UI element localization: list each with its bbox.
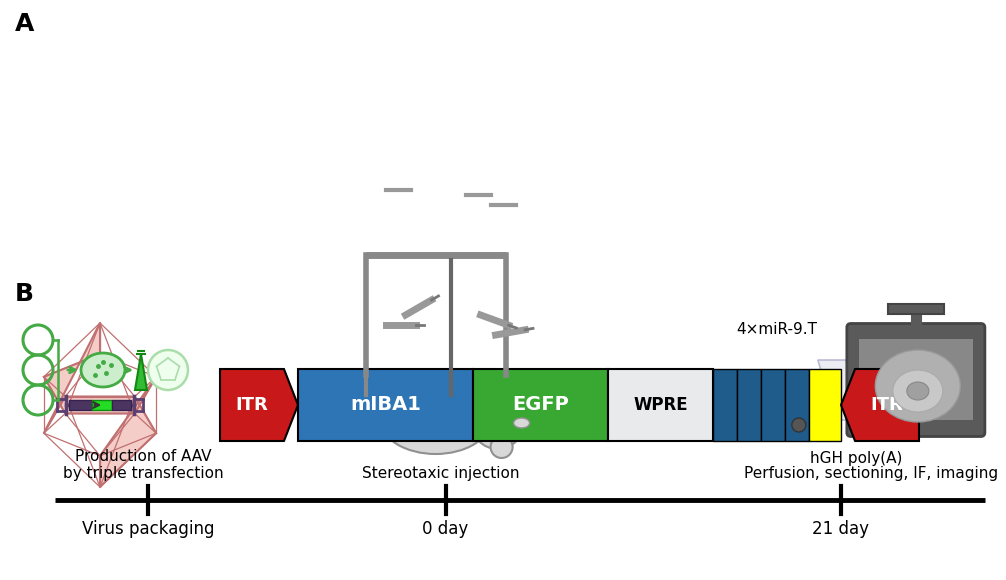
Circle shape — [491, 436, 513, 458]
Ellipse shape — [514, 418, 529, 428]
FancyBboxPatch shape — [113, 400, 131, 409]
Bar — [888, 303, 944, 314]
Bar — [809, 369, 841, 441]
Text: WPRE: WPRE — [633, 396, 688, 414]
Text: Production of AAV
by triple transfection: Production of AAV by triple transfection — [62, 448, 223, 481]
FancyBboxPatch shape — [92, 400, 113, 409]
Bar — [713, 369, 737, 441]
Bar — [859, 339, 973, 419]
Polygon shape — [135, 354, 147, 390]
Ellipse shape — [380, 386, 491, 454]
Bar — [608, 369, 713, 441]
Circle shape — [779, 390, 815, 426]
Text: B: B — [15, 282, 34, 306]
Circle shape — [792, 418, 806, 432]
Ellipse shape — [893, 370, 943, 412]
Bar — [737, 369, 761, 441]
Text: mIBA1: mIBA1 — [350, 396, 421, 415]
Text: ITR: ITR — [235, 396, 269, 414]
Text: ITR: ITR — [870, 396, 903, 414]
FancyBboxPatch shape — [847, 324, 985, 437]
Bar — [785, 369, 809, 441]
Text: 4×miR-9.T: 4×miR-9.T — [736, 322, 818, 337]
FancyBboxPatch shape — [68, 400, 92, 409]
Bar — [761, 369, 785, 441]
Text: 21 day: 21 day — [813, 520, 869, 538]
Ellipse shape — [81, 353, 125, 387]
Bar — [298, 369, 473, 441]
Polygon shape — [818, 360, 864, 420]
Text: EGFP: EGFP — [512, 396, 568, 415]
Text: Stereotaxic injection: Stereotaxic injection — [362, 466, 519, 481]
Text: Perfusion, sectioning, IF, imaging: Perfusion, sectioning, IF, imaging — [743, 466, 998, 481]
Polygon shape — [44, 323, 156, 487]
Ellipse shape — [772, 379, 790, 387]
Text: Virus packaging: Virus packaging — [81, 520, 214, 538]
Ellipse shape — [906, 382, 929, 400]
Text: A: A — [15, 12, 34, 36]
Bar — [473, 369, 608, 441]
Text: 0 day: 0 day — [423, 520, 469, 538]
Circle shape — [148, 350, 188, 390]
Text: hGH poly(A): hGH poly(A) — [810, 451, 902, 466]
Ellipse shape — [875, 350, 961, 422]
Polygon shape — [220, 369, 298, 441]
Circle shape — [472, 397, 523, 449]
Polygon shape — [841, 369, 919, 441]
Ellipse shape — [728, 385, 794, 425]
